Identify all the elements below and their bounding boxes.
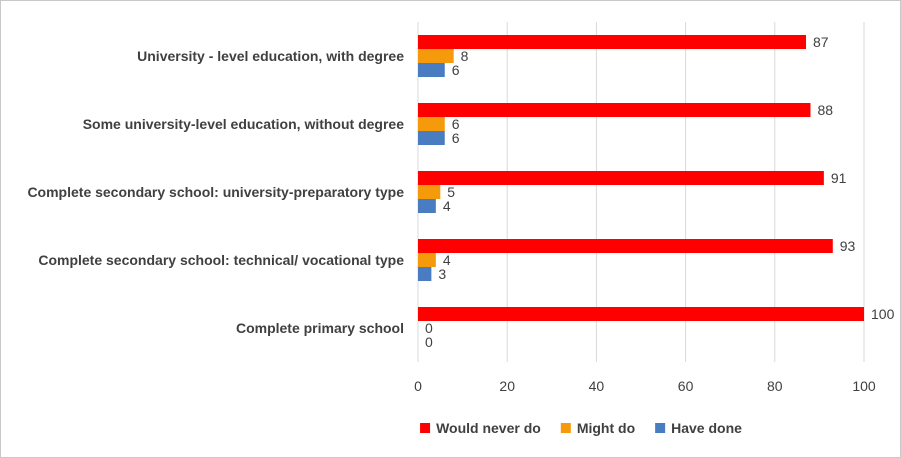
data-label: 3 [438,266,446,282]
bar [418,35,807,49]
gridlines [417,22,865,362]
legend-label: Would never do [436,420,541,436]
x-tick-label: 80 [767,378,783,394]
bar [418,253,436,267]
bar [418,63,445,77]
bar [418,267,432,281]
x-tick-label: 0 [414,378,422,394]
data-label: 6 [452,62,460,78]
bar [418,117,445,131]
data-label: 4 [443,252,451,268]
category-labels: University - level education, with degre… [27,48,404,336]
x-tick-label: 40 [589,378,605,394]
data-label: 87 [813,34,829,50]
data-label: 6 [452,116,460,132]
bars [418,35,864,321]
category-label: Complete secondary school: technical/ vo… [38,252,404,268]
data-label: 5 [447,184,455,200]
legend-label: Have done [671,420,742,436]
x-axis: 0 20 40 60 80 100 [414,378,876,394]
legend-swatch [420,423,431,433]
bar [418,307,864,321]
data-label: 93 [840,238,856,254]
legend: Would never do Might do Have done [420,420,742,436]
x-tick-label: 20 [499,378,515,394]
category-label: Complete primary school [236,320,404,336]
data-label: 88 [817,102,833,118]
bar [418,171,824,185]
data-label: 91 [831,170,847,186]
data-label: 4 [443,198,451,214]
data-label: 8 [461,48,469,64]
data-label: 6 [452,130,460,146]
bar [418,103,811,117]
legend-swatch [655,423,666,433]
legend-label: Might do [577,420,635,436]
legend-swatch [560,423,571,433]
bar [418,131,445,145]
data-label: 100 [871,306,895,322]
bar [418,239,833,253]
bar [418,49,454,63]
x-tick-label: 60 [678,378,694,394]
data-label: 0 [425,320,433,336]
bar [418,185,441,199]
bar [418,199,436,213]
x-tick-label: 100 [852,378,876,394]
category-label: Complete secondary school: university-pr… [27,184,404,200]
category-label: University - level education, with degre… [137,48,404,64]
data-label: 0 [425,334,433,350]
category-label: Some university-level education, without… [83,116,405,132]
